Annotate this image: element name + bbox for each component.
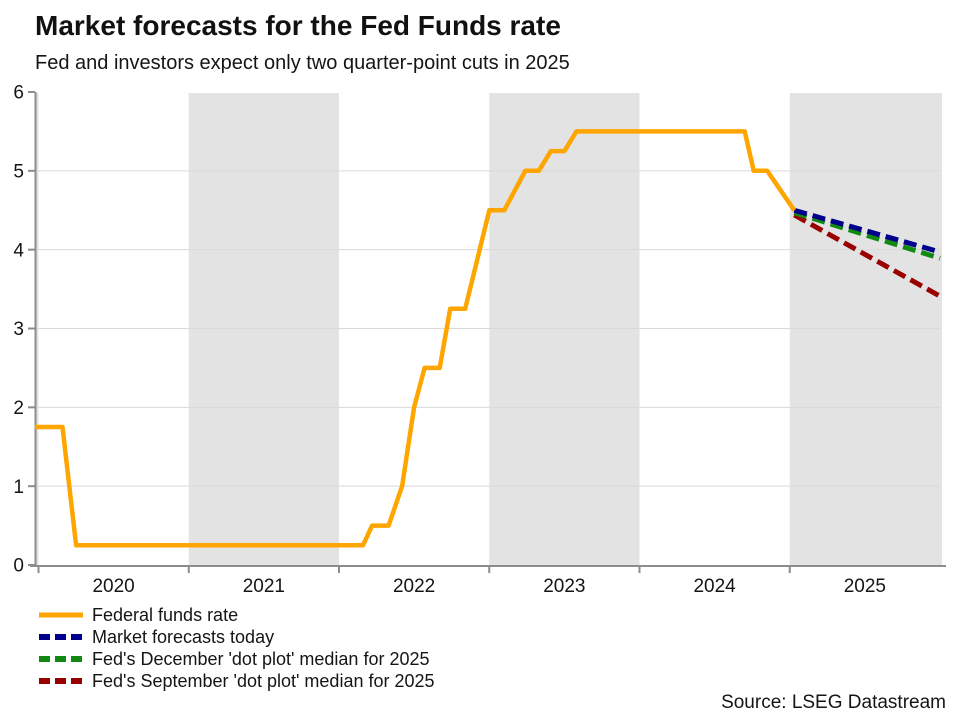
legend-label: Market forecasts today [92, 626, 275, 647]
y-tick-label: 4 [13, 240, 24, 261]
legend-swatch [39, 612, 83, 618]
legend-item-federal-funds-rate: Federal funds rate [38, 604, 435, 626]
y-tick-label: 6 [13, 83, 24, 104]
shaded-band [188, 93, 339, 566]
y-tick-label: 0 [13, 556, 24, 577]
chart-subtitle: Fed and investors expect only two quarte… [35, 52, 570, 74]
series-line-federal-funds-rate [35, 129, 797, 548]
legend-item-market-forecasts-today: Market forecasts today [38, 626, 435, 648]
legend: Federal funds rate Market forecasts today… [38, 604, 435, 692]
legend-item-fed-s-december-dot-plot-median-for-2025: Fed's December 'dot plot' median for 202… [38, 648, 435, 670]
x-tick-label: 2024 [693, 576, 736, 597]
y-tick-label: 5 [13, 161, 24, 182]
x-tick-label: 2022 [393, 576, 435, 597]
series-line-fed-s-september-dot-plot-median-for-2025 [793, 212, 942, 299]
source-note: Source: LSEG Datastream [721, 692, 946, 713]
y-tick-label: 3 [13, 319, 24, 340]
shaded-band [789, 93, 942, 566]
x-tick-label: 2023 [543, 576, 585, 597]
legend-swatch [39, 678, 83, 684]
legend-label: Fed's September 'dot plot' median for 20… [92, 670, 435, 691]
legend-label: Federal funds rate [92, 604, 239, 625]
y-tick-label: 1 [13, 477, 24, 498]
series-line-fed-s-december-dot-plot-median-for-2025 [793, 210, 941, 261]
legend-label: Fed's December 'dot plot' median for 202… [92, 648, 430, 669]
shaded-band [489, 93, 640, 566]
series-line-market-forecasts-today [793, 207, 941, 255]
legend-swatch [39, 634, 83, 640]
legend-item-fed-s-september-dot-plot-median-for-2025: Fed's September 'dot plot' median for 20… [38, 670, 435, 692]
legend-swatch [39, 656, 83, 662]
y-tick-label: 2 [13, 398, 24, 419]
x-tick-label: 2025 [844, 576, 886, 597]
chart-title: Market forecasts for the Fed Funds rate [35, 10, 561, 41]
shaded-band [35, 93, 39, 566]
x-tick-label: 2020 [92, 576, 134, 597]
x-tick-label: 2021 [243, 576, 285, 597]
